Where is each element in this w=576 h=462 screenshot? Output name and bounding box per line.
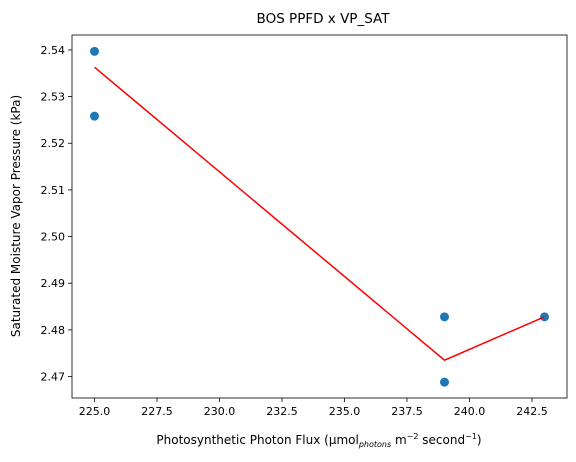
- y-tick-label: 2.48: [41, 324, 66, 337]
- y-axis-label: Saturated Moisture Vapor Pressure (kPa): [9, 95, 23, 337]
- x-tick-label: 225.0: [79, 405, 111, 418]
- x-tick-label: 232.5: [266, 405, 298, 418]
- scatter-point: [440, 312, 449, 322]
- y-tick-label: 2.51: [41, 184, 66, 197]
- y-tick-label: 2.54: [41, 44, 66, 57]
- y-tick-label: 2.52: [41, 137, 66, 150]
- x-axis-label: Photosynthetic Photon Flux (µmolphotons …: [156, 432, 481, 449]
- chart-title: BOS PPFD x VP_SAT: [257, 11, 391, 27]
- scatter-point: [440, 377, 449, 387]
- plot-frame: [71, 34, 568, 399]
- x-tick-label: 227.5: [141, 405, 173, 418]
- y-axis-ticks: 2.47 2.48 2.49 2.50 2.51 2.52 2.53 2.54: [41, 44, 72, 384]
- fit-line: [94, 66, 545, 362]
- x-tick-label: 240.0: [454, 405, 486, 418]
- y-tick-label: 2.50: [41, 231, 66, 244]
- x-axis-ticks: 225.0 227.5 230.0 232.5 235.0 237.5 240.0 242.5: [79, 398, 548, 418]
- x-tick-label: 237.5: [391, 405, 423, 418]
- scatter-point: [90, 46, 99, 56]
- x-tick-label: 242.5: [516, 405, 548, 418]
- series-layer: [90, 46, 549, 387]
- scatter-point: [90, 111, 99, 121]
- y-tick-label: 2.47: [41, 371, 66, 384]
- x-tick-label: 235.0: [329, 405, 361, 418]
- x-tick-label: 230.0: [204, 405, 236, 418]
- y-tick-label: 2.49: [41, 277, 66, 290]
- y-tick-label: 2.53: [41, 91, 66, 104]
